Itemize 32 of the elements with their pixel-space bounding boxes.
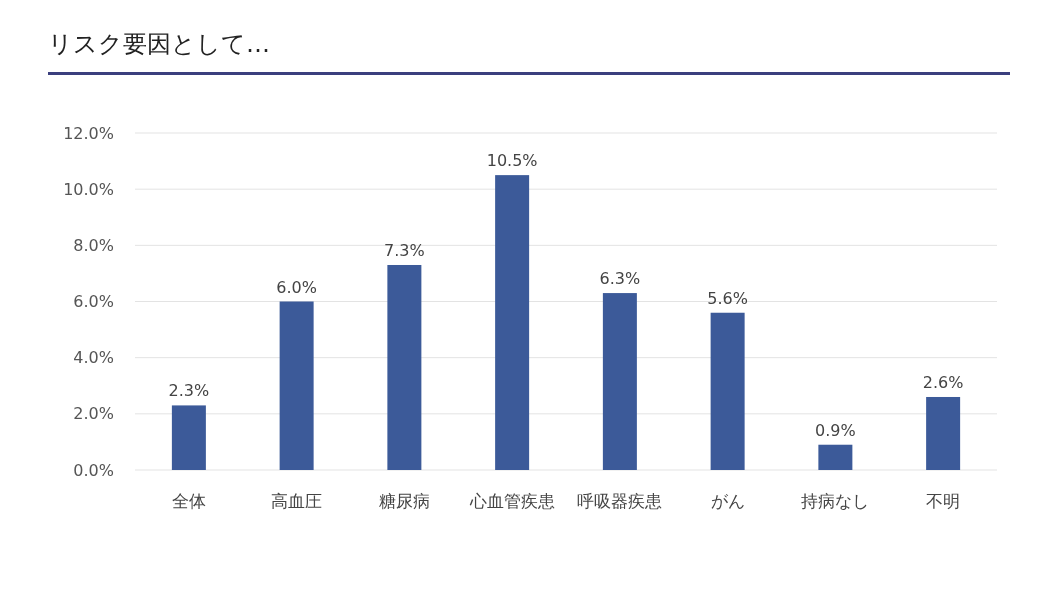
x-tick-label: 高血圧 [271, 491, 323, 511]
y-tick-label: 10.0% [63, 179, 114, 199]
bar [710, 312, 745, 470]
data-label: 2.3% [168, 381, 210, 401]
y-tick-label: 2.0% [73, 404, 114, 424]
chart-title: リスク要因として… [48, 30, 270, 58]
y-tick-label: 4.0% [73, 348, 114, 368]
data-label: 0.9% [815, 420, 856, 440]
bar [495, 175, 530, 470]
x-tick-label: 不明 [926, 491, 961, 511]
data-label: 6.0% [276, 277, 317, 297]
data-label: 6.3% [599, 269, 641, 289]
x-tick-label: 持病なし [801, 491, 870, 511]
x-tick-label: 全体 [171, 491, 206, 511]
data-label: 2.6% [922, 372, 964, 392]
bar [602, 293, 637, 470]
bar [387, 264, 422, 470]
y-tick-label: 0.0% [73, 460, 114, 480]
data-label: 10.5% [486, 151, 538, 171]
x-tick-label: 心血管疾患 [468, 491, 555, 511]
y-tick-label: 6.0% [73, 292, 114, 312]
bar [171, 405, 206, 470]
bar [279, 301, 314, 470]
x-tick-label: 糖尿病 [378, 491, 430, 511]
data-label: 7.3% [384, 240, 425, 260]
bar [818, 444, 853, 470]
y-tick-label: 8.0% [73, 235, 114, 255]
x-tick-label: 呼吸器疾患 [577, 491, 663, 511]
x-tick-label: がん [710, 491, 745, 511]
data-label: 5.6% [707, 288, 748, 308]
y-tick-label: 12.0% [63, 123, 114, 143]
bar [926, 396, 961, 470]
